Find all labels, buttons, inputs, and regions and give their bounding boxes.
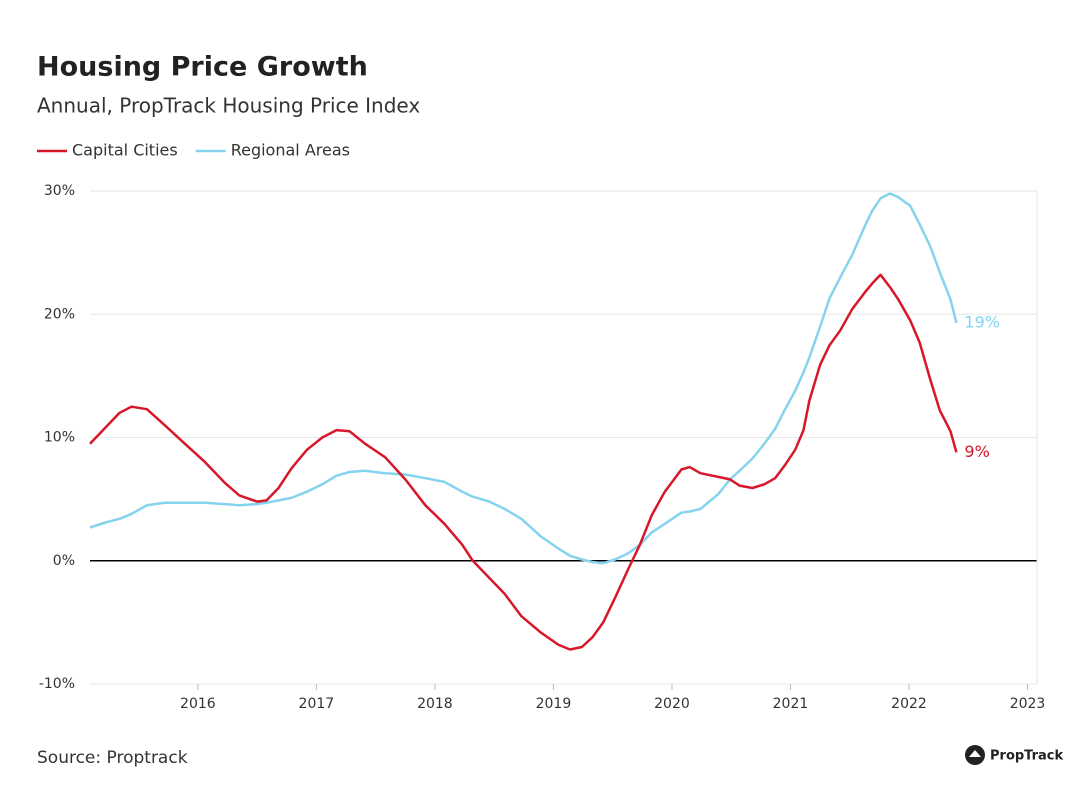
y-tick-label: 10% xyxy=(44,430,75,446)
chart-subtitle: Annual, PropTrack Housing Price Index xyxy=(37,94,420,118)
y-tick-label: -10% xyxy=(39,676,75,692)
x-tick-label: 2019 xyxy=(536,696,572,712)
x-tick-label: 2023 xyxy=(1010,696,1046,712)
source: Source: Proptrack xyxy=(37,748,188,768)
logo-text: PropTrack xyxy=(990,749,1064,764)
y-tick-label: 0% xyxy=(53,553,75,569)
x-tick-label: 2018 xyxy=(417,696,453,712)
y-tick-label: 30% xyxy=(44,183,75,199)
y-tick-label: 20% xyxy=(44,306,75,322)
logo-house xyxy=(969,750,981,757)
x-tick-label: 2016 xyxy=(180,696,216,712)
chart-title: Housing Price Growth xyxy=(37,52,368,83)
x-tick-label: 2017 xyxy=(299,696,335,712)
end-label: 9% xyxy=(964,442,989,461)
end-label: 19% xyxy=(964,312,1000,331)
x-tick-label: 2022 xyxy=(891,696,927,712)
logo: PropTrack xyxy=(965,745,1064,765)
line-series xyxy=(89,192,958,565)
legend-label: Capital Cities xyxy=(72,141,178,160)
x-tick-label: 2020 xyxy=(654,696,690,712)
line-series xyxy=(89,273,958,651)
legend-label: Regional Areas xyxy=(231,141,350,160)
x-tick-label: 2021 xyxy=(773,696,809,712)
